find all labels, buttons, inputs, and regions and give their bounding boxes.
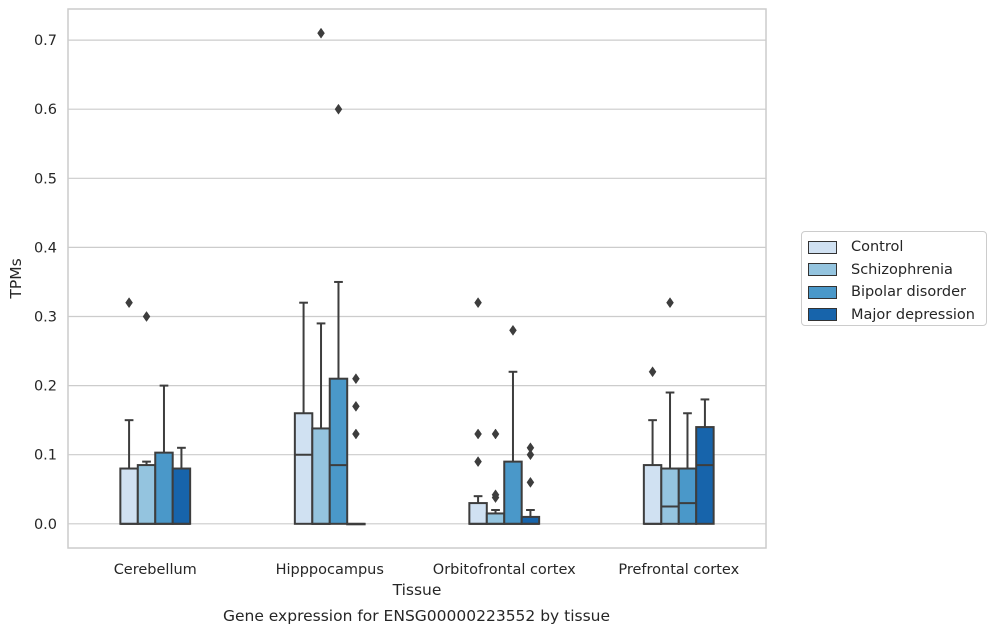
- box: [154, 451, 174, 525]
- box: [136, 464, 157, 525]
- box: [293, 412, 314, 525]
- y-tick-label: 0.6: [34, 102, 57, 118]
- box: [171, 467, 192, 525]
- outlier-point: [509, 324, 517, 336]
- outlier-point: [352, 373, 360, 385]
- outlier-point: [491, 428, 500, 440]
- outlier-point: [526, 442, 535, 454]
- outlier-point: [474, 297, 482, 309]
- box: [503, 460, 523, 525]
- box: [311, 427, 331, 525]
- outlier-point: [491, 489, 500, 501]
- legend-label-bipolar-disorder: Bipolar disorder: [851, 284, 966, 301]
- legend-label-control: Control: [851, 239, 904, 256]
- y-tick-label: 0.2: [34, 379, 57, 395]
- outlier-point: [526, 449, 535, 461]
- legend-swatch-major-depression: [808, 308, 837, 322]
- outlier-point: [666, 297, 674, 309]
- y-tick-label: 0.0: [34, 517, 57, 533]
- outlier-point: [526, 476, 535, 488]
- legend-label-schizophrenia: Schizophrenia: [851, 261, 953, 278]
- x-tick-label: Hipppocampus: [276, 562, 384, 578]
- outlier-point: [334, 103, 343, 115]
- outlier-point: [474, 456, 482, 468]
- box: [119, 467, 139, 525]
- legend-swatch-schizophrenia: [808, 263, 837, 277]
- y-tick-label: 0.7: [34, 33, 57, 49]
- x-axis-label: Tissue: [392, 581, 442, 599]
- x-tick-label: Orbitofrontal cortex: [433, 562, 576, 578]
- legend-label-major-depression: Major depression: [851, 306, 975, 323]
- y-tick-label: 0.5: [34, 171, 57, 187]
- box: [485, 512, 506, 525]
- box: [520, 515, 541, 525]
- legend-item-bipolar-disorder[interactable]: Bipolar disorder: [808, 281, 986, 304]
- legend-item-schizophrenia[interactable]: Schizophrenia: [808, 259, 986, 282]
- legend-item-control[interactable]: Control: [808, 236, 986, 259]
- legend: Control Schizophrenia Bipolar disorder M…: [801, 231, 987, 326]
- y-tick-label: 0.4: [34, 240, 57, 256]
- outlier-point: [648, 366, 657, 378]
- outlier-point: [125, 297, 133, 309]
- legend-swatch-bipolar-disorder: [808, 285, 837, 299]
- x-tick-label: Cerebellum: [114, 562, 197, 578]
- x-tick-label: Prefrontal cortex: [618, 562, 739, 578]
- box: [642, 464, 663, 525]
- box: [328, 377, 349, 525]
- box: [660, 467, 680, 525]
- outlier-point: [142, 311, 151, 322]
- outlier-point: [352, 428, 360, 440]
- legend-item-major-depression[interactable]: Major depression: [808, 304, 986, 327]
- outlier-point: [317, 27, 325, 39]
- box: [468, 502, 488, 525]
- y-axis-label: TPMs: [7, 258, 25, 299]
- figure-caption: Gene expression for ENSG00000223552 by t…: [222, 607, 611, 625]
- plot-frame: [67, 8, 767, 549]
- box: [677, 467, 698, 525]
- outlier-point: [352, 400, 360, 412]
- y-tick-label: 0.3: [34, 310, 57, 326]
- box: [695, 426, 715, 525]
- y-tick-label: 0.1: [34, 448, 57, 464]
- legend-swatch-control: [808, 240, 837, 254]
- outlier-point: [474, 428, 482, 440]
